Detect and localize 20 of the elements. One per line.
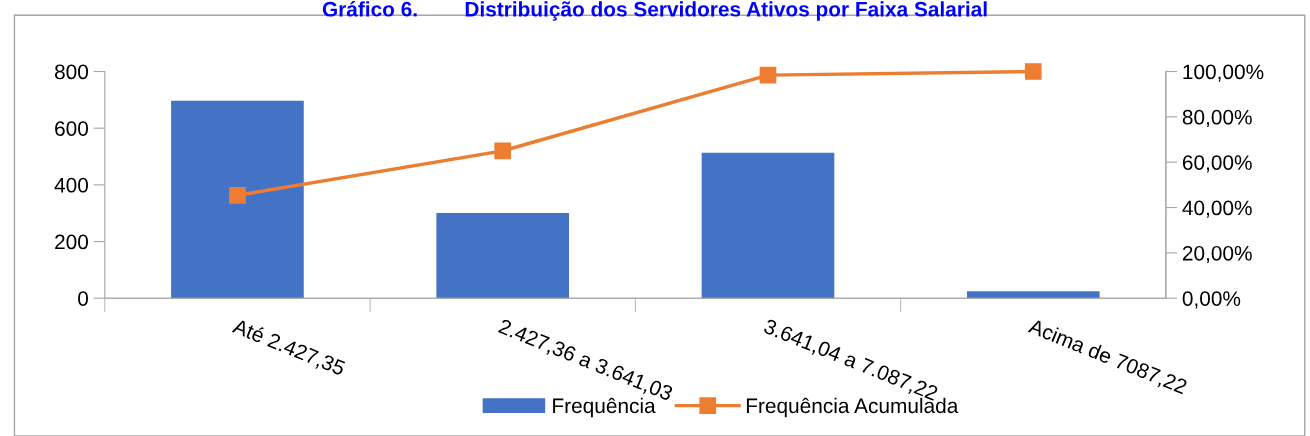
bar (966, 291, 1100, 299)
bar (436, 212, 570, 299)
y2-tick-label: 60,00% (1182, 155, 1252, 173)
bar (171, 100, 304, 299)
y-tick-label: 0 (78, 291, 89, 306)
y-tick-label: 200 (55, 234, 89, 250)
y-tick-label: 600 (55, 121, 89, 136)
point (494, 142, 512, 160)
y-tick-label: 400 (54, 177, 89, 193)
point (229, 186, 246, 204)
y2-tick-label: 80,00% (1182, 109, 1252, 128)
bar (701, 152, 835, 299)
y2-tick-label: 100,00% (1183, 64, 1264, 82)
point (1024, 63, 1042, 80)
chart-title: Gráfico 6. Distribuição dos Servidores Ativos por Faixa Salarial (322, 1, 987, 21)
y-tick-label: 800 (54, 64, 89, 80)
y2-tick-label: 0,00% (1182, 291, 1241, 309)
y2-tick-label: 40,00% (1182, 200, 1252, 218)
point (759, 66, 777, 84)
y2-tick-label: 20,00% (1182, 245, 1252, 264)
